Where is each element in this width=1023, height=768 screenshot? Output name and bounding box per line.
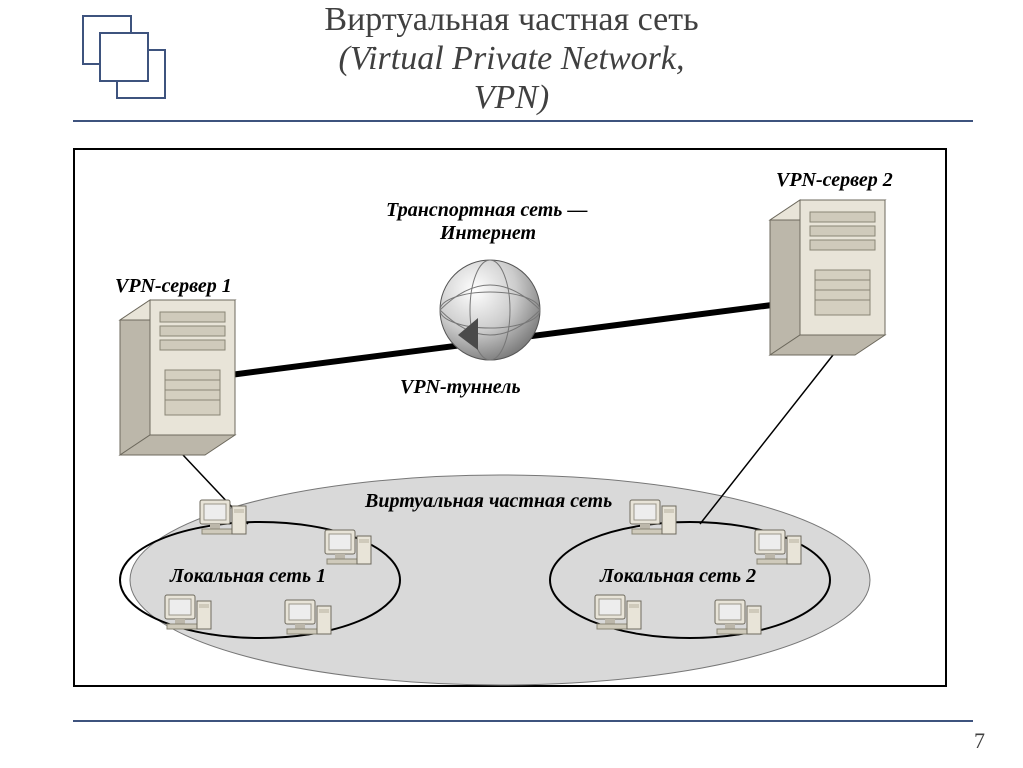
title-line-3: VPN) xyxy=(0,78,1023,117)
slide-title: Виртуальная частная сеть (Virtual Privat… xyxy=(0,0,1023,117)
label-vpn-tunnel: VPN-туннель xyxy=(400,376,521,399)
divider-top xyxy=(73,120,973,122)
title-line-1: Виртуальная частная сеть xyxy=(0,0,1023,39)
title-line-2: (Virtual Private Network, xyxy=(0,39,1023,78)
page-number: 7 xyxy=(974,728,985,754)
label-vpn-server-2: VPN-сервер 2 xyxy=(776,169,893,192)
label-transport-2: Интернет xyxy=(440,222,536,245)
label-vpn-server-1: VPN-сервер 1 xyxy=(115,275,232,298)
label-transport-1: Транспортная сеть — xyxy=(386,199,587,222)
label-lan-2: Локальная сеть 2 xyxy=(600,565,756,588)
label-lan-1: Локальная сеть 1 xyxy=(170,565,326,588)
divider-bottom xyxy=(73,720,973,722)
label-virtual-network: Виртуальная частная сеть xyxy=(365,490,612,513)
